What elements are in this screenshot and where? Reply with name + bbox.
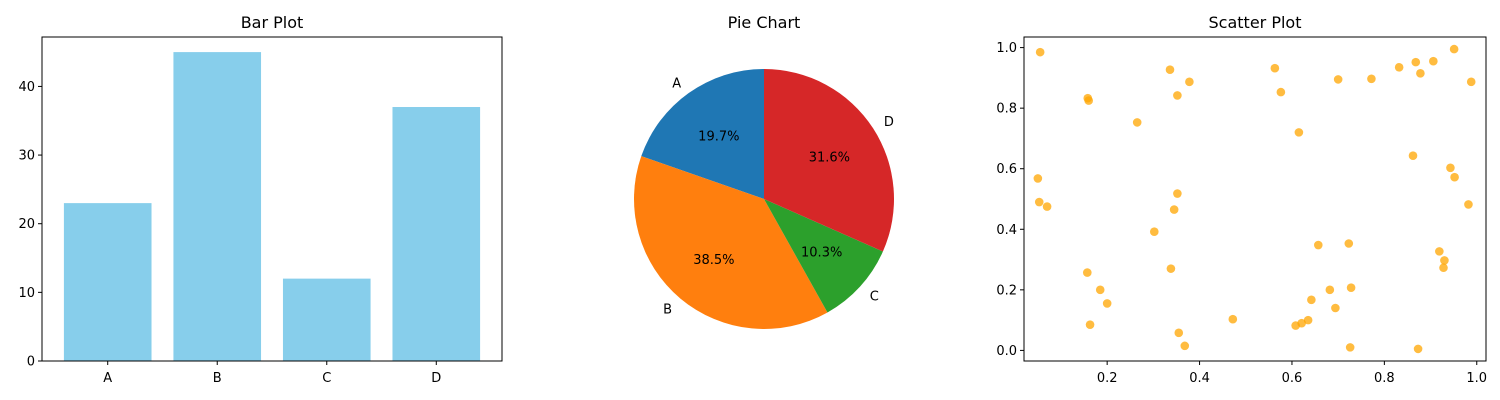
scatter-point bbox=[1440, 256, 1449, 265]
scatter-point bbox=[1313, 240, 1323, 250]
pie-slice-B bbox=[633, 156, 828, 329]
scatter-point bbox=[1173, 189, 1182, 198]
scatter-point bbox=[1033, 174, 1043, 183]
scatter-point bbox=[1411, 57, 1421, 67]
bar-D bbox=[392, 107, 481, 361]
scatter-point bbox=[1169, 205, 1179, 214]
x-tick-label: B bbox=[213, 371, 222, 386]
scatter-point bbox=[1084, 96, 1093, 105]
scatter-point bbox=[1331, 303, 1340, 313]
scatter-point bbox=[1333, 75, 1343, 84]
pie-slice-D bbox=[764, 69, 894, 252]
pie-chart-title: Pie Chart bbox=[728, 13, 801, 32]
pie-percent-label: 19.7% bbox=[698, 129, 739, 144]
pie-percent-label: 38.5% bbox=[693, 253, 734, 268]
pie-label: D bbox=[884, 115, 894, 130]
pie-label: C bbox=[870, 289, 879, 304]
x-tick-label: C bbox=[322, 371, 331, 386]
scatter-point bbox=[1165, 65, 1175, 75]
scatter-point bbox=[1185, 77, 1194, 87]
bar-plot-title: Bar Plot bbox=[241, 13, 304, 32]
scatter-point bbox=[1346, 283, 1356, 293]
scatter-point bbox=[1132, 118, 1142, 127]
scatter-point bbox=[1394, 62, 1404, 72]
scatter-point bbox=[1294, 128, 1304, 137]
x-tick-label: D bbox=[431, 371, 441, 386]
y-tick-label: 40 bbox=[18, 80, 35, 95]
scatter-point bbox=[1344, 239, 1354, 248]
pie-percent-label: 10.3% bbox=[801, 246, 842, 261]
scatter-plot-panel: Scatter Plot 0.2 0.4 0.6 0.8 1.0 0.0 0.2 0.4 0.6… bbox=[996, 13, 1487, 386]
bar-plot-axes-frame bbox=[41, 36, 503, 362]
scatter-point bbox=[1449, 44, 1459, 54]
pie-slice-C bbox=[764, 199, 883, 313]
scatter-point bbox=[1149, 227, 1159, 237]
scatter-point bbox=[1180, 341, 1190, 351]
scatter-point bbox=[1408, 151, 1418, 160]
x-tick-label: A bbox=[103, 371, 112, 386]
bar-C bbox=[282, 278, 371, 361]
scatter-point bbox=[1034, 197, 1044, 207]
scatter-point bbox=[1276, 87, 1286, 97]
scatter-point bbox=[1464, 200, 1473, 209]
scatter-point bbox=[1416, 69, 1425, 78]
scatter-point bbox=[1439, 263, 1448, 273]
y-tick-label: 10 bbox=[18, 286, 35, 301]
y-tick-label: 0 bbox=[27, 355, 35, 370]
bar-A bbox=[63, 203, 152, 361]
y-tick-label: 1.0 bbox=[996, 41, 1017, 56]
scatter-point bbox=[1325, 285, 1335, 295]
scatter-point bbox=[1307, 295, 1316, 305]
scatter-plot-axes-frame bbox=[1023, 36, 1487, 362]
scatter-point bbox=[1429, 56, 1438, 66]
scatter-point bbox=[1413, 344, 1423, 354]
y-tick-label: 0.6 bbox=[996, 162, 1017, 177]
scatter-point bbox=[1466, 77, 1476, 87]
scatter-point bbox=[1095, 285, 1105, 295]
pie-label: B bbox=[663, 303, 672, 318]
pie-label: A bbox=[672, 76, 681, 91]
scatter-point bbox=[1042, 202, 1052, 211]
scatter-point bbox=[1166, 264, 1176, 273]
scatter-point bbox=[1450, 172, 1459, 182]
scatter-point bbox=[1085, 320, 1095, 329]
y-tick-label: 0.4 bbox=[996, 223, 1017, 238]
scatter-point bbox=[1446, 163, 1455, 173]
y-tick-label: 0.2 bbox=[996, 283, 1017, 298]
y-tick-label: 0.8 bbox=[996, 102, 1017, 117]
y-tick-label: 30 bbox=[18, 149, 35, 164]
scatter-point bbox=[1303, 315, 1313, 325]
scatter-point bbox=[1102, 299, 1112, 308]
x-tick-label: 1.0 bbox=[1466, 371, 1487, 386]
pie-chart-panel: Pie Chart A 19.7% B 38.5% C 10.3% D 31.6% bbox=[633, 13, 894, 329]
scatter-point bbox=[1173, 91, 1182, 100]
scatter-point bbox=[1082, 268, 1092, 277]
pie-percent-label: 31.6% bbox=[809, 150, 850, 165]
scatter-point bbox=[1297, 318, 1306, 328]
x-tick-label: 0.8 bbox=[1374, 371, 1395, 386]
scatter-point bbox=[1367, 74, 1376, 84]
pie-slice-A bbox=[641, 69, 764, 199]
scatter-point bbox=[1270, 63, 1280, 73]
bar-B bbox=[173, 52, 262, 362]
scatter-plot-title: Scatter Plot bbox=[1209, 13, 1302, 32]
scatter-point bbox=[1228, 314, 1238, 324]
bar-plot-panel: Bar Plot A B C D 0 10 20 30 40 bbox=[18, 13, 503, 386]
scatter-point bbox=[1174, 328, 1184, 338]
x-tick-label: 0.2 bbox=[1097, 371, 1118, 386]
scatter-point bbox=[1435, 247, 1444, 256]
x-tick-label: 0.4 bbox=[1189, 371, 1210, 386]
scatter-point bbox=[1345, 343, 1355, 352]
x-tick-label: 0.6 bbox=[1282, 371, 1303, 386]
y-tick-label: 20 bbox=[18, 217, 35, 232]
scatter-point bbox=[1035, 47, 1045, 57]
y-tick-label: 0.0 bbox=[996, 344, 1017, 359]
